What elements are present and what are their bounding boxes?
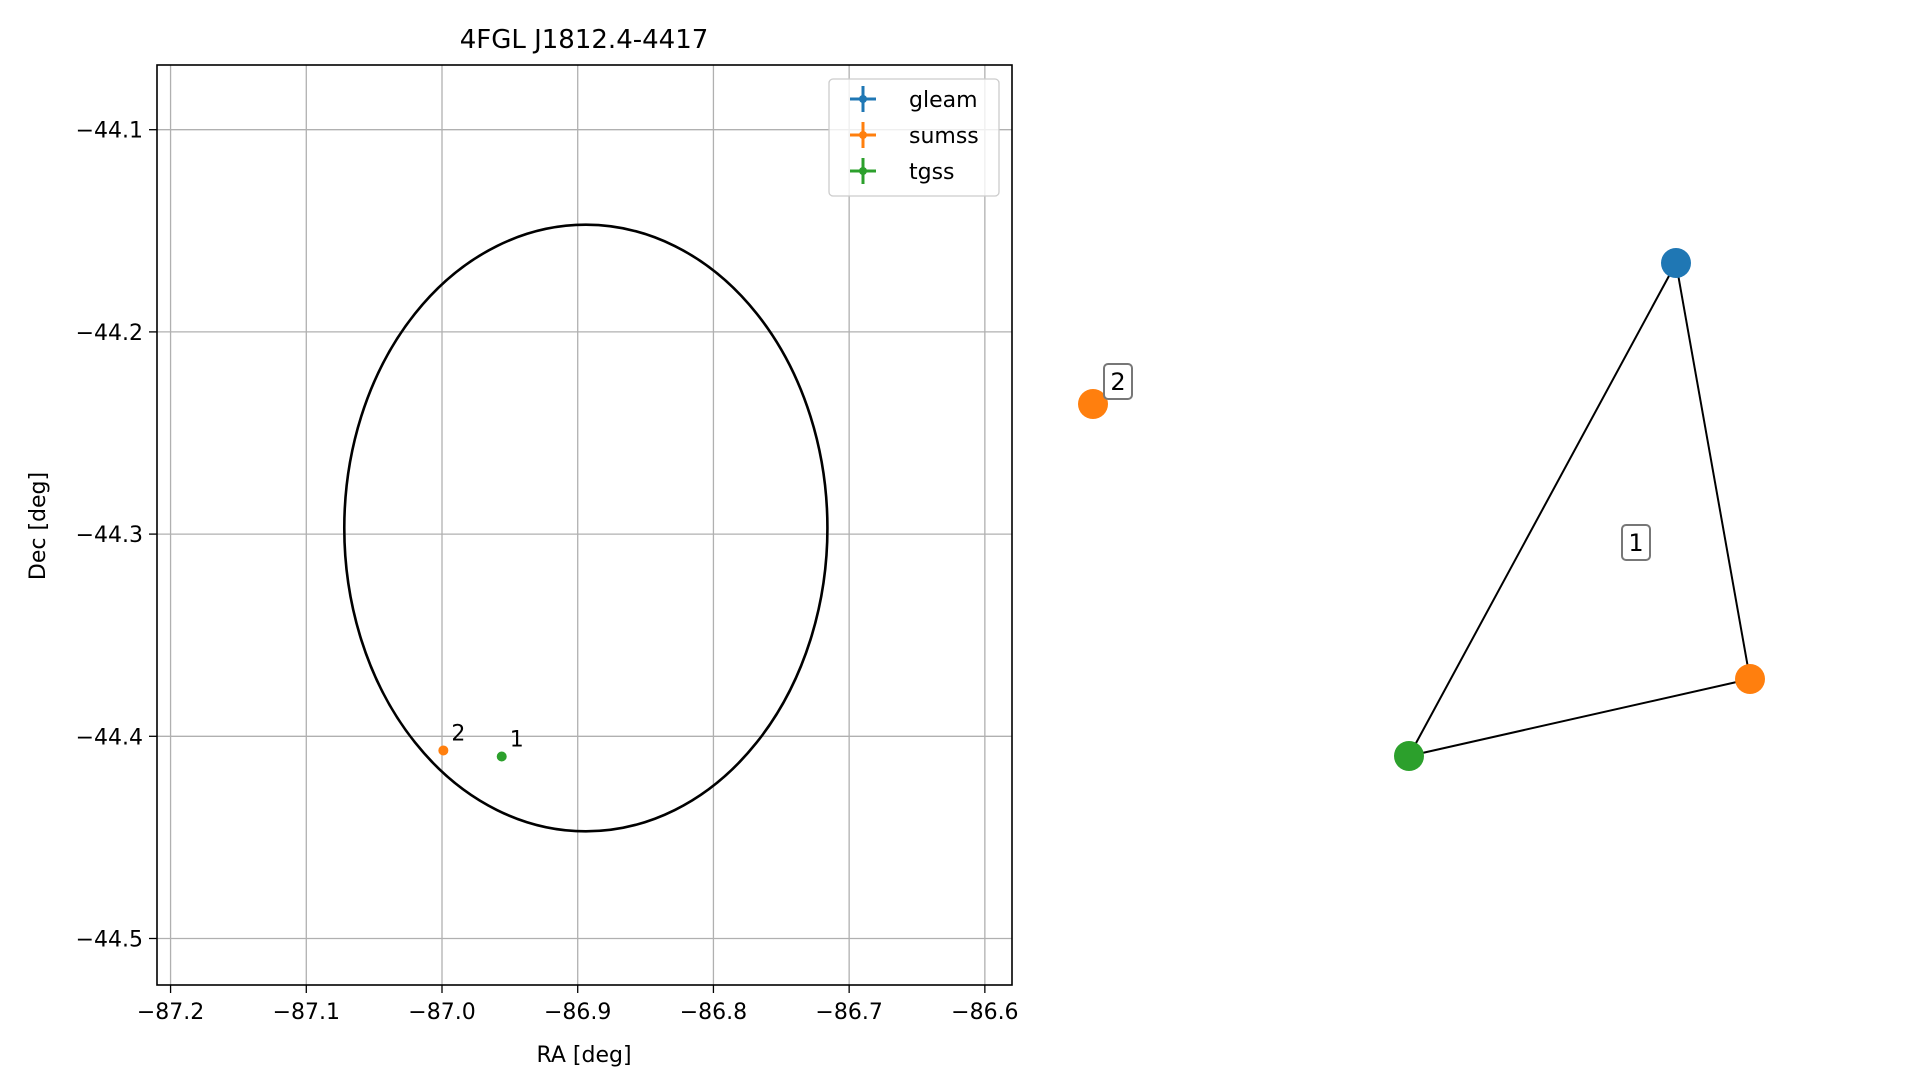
chart-title: 4FGL J1812.4-4417 [460, 25, 709, 55]
graph-edges [1408, 262, 1751, 757]
grid [157, 65, 1012, 985]
y-tick-label-2: −44.3 [76, 523, 143, 548]
group-label-1-text: 1 [1628, 529, 1643, 557]
y-tick-label-3: −44.4 [76, 725, 143, 750]
legend-marker-dot-gleam [859, 95, 867, 103]
graph-node-gleam [1661, 248, 1691, 278]
edge-tgss-gleam [1408, 262, 1677, 757]
graph-nodes [1078, 248, 1765, 771]
x-axis-ticks: −87.2 −87.1 −87.0 −86.9 −86.8 −86.7 −86.6 [137, 985, 1019, 1025]
legend-marker-dot-sumss [859, 131, 867, 139]
x-tick-label-4: −86.8 [680, 1000, 747, 1025]
x-axis-label: RA [deg] [536, 1043, 631, 1068]
x-tick-label-3: −86.9 [544, 1000, 611, 1025]
graph-group-labels: 1 2 [1103, 363, 1651, 561]
y-tick-label-0: −44.1 [76, 119, 143, 144]
x-tick-label-5: −86.7 [815, 1000, 882, 1025]
legend-box [828, 78, 1000, 197]
y-axis-ticks: −44.1 −44.2 −44.3 −44.4 −44.5 [76, 119, 157, 952]
plot-frame [156, 64, 1013, 986]
x-tick-label-2: −87.0 [408, 1000, 475, 1025]
group-label-1: 1 [1621, 524, 1651, 561]
edge-gleam-sumss [1675, 262, 1751, 680]
legend-label-tgss: tgss [909, 160, 955, 185]
point-label-sumss-0: 2 [451, 721, 465, 746]
legend-label-sumss: sumss [909, 124, 979, 149]
x-tick-label-6: −86.6 [951, 1000, 1018, 1025]
y-tick-label-1: −44.2 [76, 321, 143, 346]
legend-marker-dot-tgss [859, 167, 867, 175]
legend: gleam sumss tgss [828, 78, 1000, 197]
point-label-tgss-0: 1 [510, 728, 524, 753]
association-graph: 1 2 [1078, 248, 1765, 771]
graph-node-tgss [1394, 741, 1424, 771]
x-tick-label-0: −87.2 [137, 1000, 204, 1025]
graph-node-sumss-isolated [1078, 389, 1108, 419]
ellipse-outline [342, 223, 829, 833]
legend-label-gleam: gleam [909, 88, 978, 113]
y-axis-label: Dec [deg] [26, 472, 51, 580]
x-tick-label-1: −87.1 [273, 1000, 340, 1025]
group-label-2: 2 [1103, 363, 1133, 400]
graph-node-sumss [1735, 664, 1765, 694]
point-tgss-0 [496, 751, 507, 762]
edge-sumss-tgss [1408, 678, 1751, 757]
uncertainty-ellipse [342, 223, 829, 833]
group-label-2-text: 2 [1110, 368, 1125, 396]
point-sumss-0 [438, 745, 449, 756]
y-tick-label-4: −44.5 [76, 927, 143, 952]
